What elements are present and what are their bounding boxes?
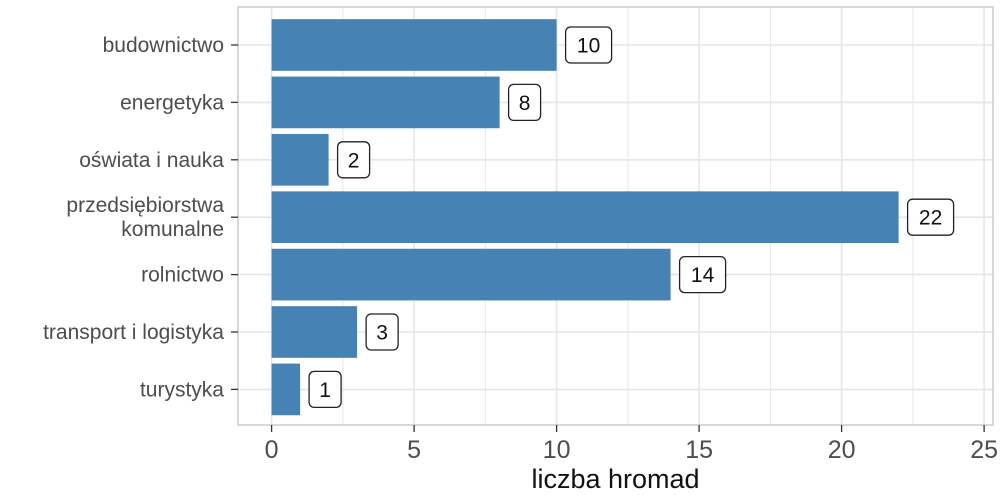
data-label: 22 [919, 207, 942, 230]
data-label-box [507, 83, 542, 122]
data-label-box [906, 198, 955, 236]
x-tick-label: 5 [407, 436, 421, 464]
x-tick-label: 20 [828, 436, 856, 464]
data-label: 8 [519, 92, 531, 115]
bar [271, 133, 329, 186]
y-axis: budownictwo energetyka oświata i nauka prze… [43, 34, 238, 401]
panel-border [237, 6, 994, 426]
data-label-box [678, 255, 727, 294]
y-tick-label: budownictwo [103, 34, 224, 57]
bar [271, 19, 557, 71]
bar [271, 306, 358, 358]
x-tick-label: 10 [543, 436, 571, 464]
data-label: 1 [319, 379, 331, 402]
bar [271, 76, 500, 129]
x-axis-title: liczba hromad [531, 464, 699, 494]
data-label: 3 [376, 322, 388, 345]
data-label-box [564, 26, 613, 64]
y-tick-label: turystyka [140, 378, 224, 401]
data-label-box [336, 141, 371, 179]
y-tick-label: oświata i nauka [79, 149, 224, 172]
data-label: 14 [691, 264, 715, 287]
y-tick-label: transport i logistyka [43, 321, 224, 344]
y-tick-label: rolnictwo [141, 264, 224, 287]
x-tick-label: 15 [685, 436, 713, 464]
data-label: 10 [577, 35, 600, 58]
x-axis: 0 5 10 15 20 25 [265, 425, 998, 464]
data-label-box [365, 313, 399, 351]
data-label-box [308, 370, 342, 409]
bars [271, 19, 899, 416]
bar [271, 363, 301, 416]
y-tick-label: przedsiębiorstwa komunalne [66, 194, 224, 241]
y-tick-label: energetyka [120, 91, 224, 114]
bar [271, 191, 899, 244]
data-label: 2 [348, 149, 360, 172]
x-tick-label: 0 [265, 436, 279, 464]
bar [271, 248, 671, 301]
x-tick-label: 25 [970, 436, 998, 464]
